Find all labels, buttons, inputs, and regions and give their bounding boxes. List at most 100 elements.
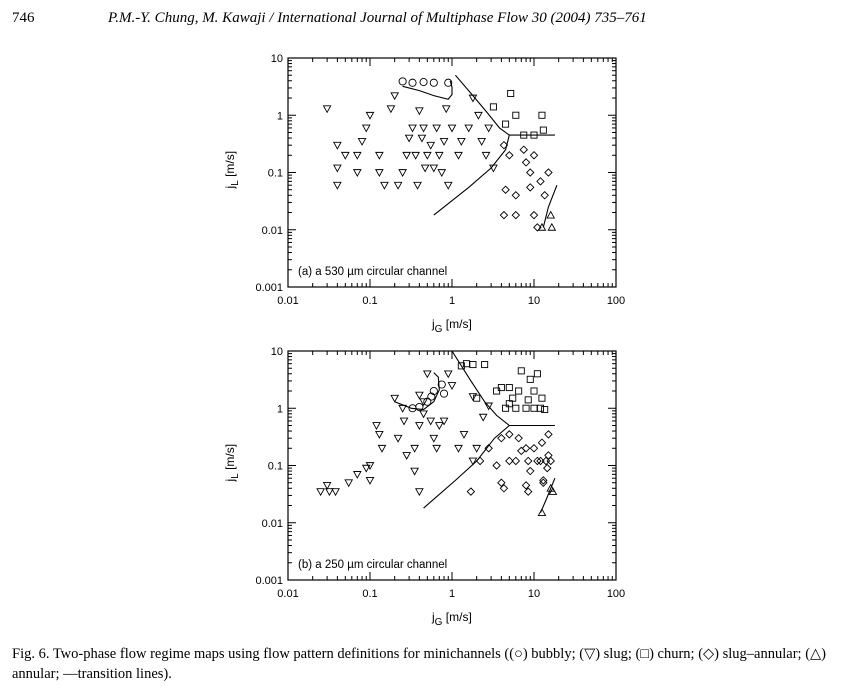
x-tick-label: 0.1 [362, 295, 377, 307]
slug-point [361, 464, 371, 473]
y-tick-label: 0.1 [268, 461, 283, 473]
slug-annular-point [537, 438, 547, 447]
slug-point [413, 181, 422, 190]
y-tick-label: 10 [271, 53, 283, 65]
slug-point [344, 479, 354, 488]
slug-point [484, 124, 494, 133]
churn-point [507, 89, 515, 97]
slug-point [459, 431, 469, 439]
slug-point [419, 410, 428, 419]
slug-point [447, 382, 457, 390]
slug-annular-point [523, 456, 533, 466]
slug-annular-point [519, 145, 528, 154]
slug-annular-point [526, 168, 535, 177]
slug-point [484, 402, 494, 411]
transition-line [451, 350, 510, 426]
churn-point [530, 404, 538, 412]
slug-annular-point [497, 433, 506, 443]
bubbly-point [429, 386, 438, 396]
churn-point [497, 384, 505, 392]
slug-point [420, 164, 430, 173]
churn-point [536, 404, 545, 412]
y-tick-label: 0.01 [262, 225, 283, 237]
slug-point [422, 370, 432, 379]
slug-point [399, 417, 409, 426]
churn-point [522, 404, 530, 412]
annular-point [547, 222, 557, 231]
slug-annular-point [539, 478, 548, 487]
slug-point [426, 141, 436, 150]
bubbly-point [427, 392, 436, 401]
slug-point [322, 482, 332, 490]
slug-point [439, 138, 449, 146]
slug-annular-point [544, 168, 553, 177]
slug-annular-point [544, 451, 553, 460]
slug-point [417, 134, 427, 143]
bubbly-point [437, 380, 446, 389]
slug-point [352, 169, 362, 178]
transition-line [539, 477, 556, 513]
slug-point [402, 151, 412, 160]
annular-point [546, 210, 556, 219]
y-tick-label: 0.001 [255, 282, 283, 294]
transition-line [454, 74, 510, 136]
slug-point [419, 398, 428, 407]
churn-point [489, 103, 497, 111]
x-tick-label: 0.1 [362, 588, 377, 600]
slug-point [386, 105, 396, 114]
slug-point [443, 181, 453, 190]
slug-annular-point [499, 210, 509, 220]
bubbly-point [408, 78, 417, 87]
transition-line [402, 80, 453, 100]
slug-point [361, 124, 371, 133]
slug-point [415, 107, 424, 116]
slug-point [468, 94, 478, 103]
slug-point [410, 467, 419, 476]
bubbly-point [419, 78, 428, 87]
slug-annular-point [505, 151, 514, 160]
slug-point [419, 124, 428, 133]
transition-line [394, 372, 440, 411]
x-tick-label: 1 [449, 588, 455, 600]
churn-point [520, 131, 528, 139]
slug-point [374, 151, 384, 160]
slug-annular-point [484, 444, 493, 453]
transition-line [542, 185, 558, 228]
slug-point [454, 151, 463, 160]
slug-point [340, 151, 350, 160]
slug-annular-point [529, 210, 539, 220]
churn-point [539, 126, 547, 134]
slug-annular-point [511, 191, 521, 200]
bubbly-point [429, 78, 438, 87]
slug-annular-point [505, 456, 514, 466]
y-axis-label: jL [m/s] [223, 151, 241, 190]
y-tick-label: 0.1 [268, 168, 283, 180]
slug-point [468, 393, 478, 402]
slug-annular-point [533, 456, 542, 466]
y-tick-label: 10 [271, 346, 283, 358]
slug-point [478, 413, 488, 422]
slug-annular-point [521, 444, 531, 453]
slug-point [372, 422, 381, 431]
y-tick-label: 1 [277, 403, 283, 415]
x-tick-label: 0.01 [277, 295, 298, 307]
slug-annular-point [475, 456, 485, 466]
slug-annular-point [501, 185, 510, 194]
slug-annular-point [542, 463, 552, 473]
slug-point [464, 124, 474, 133]
annular-point [537, 222, 547, 231]
slug-annular-point [521, 481, 531, 490]
slug-annular-point [517, 446, 526, 456]
churn-point [512, 111, 520, 119]
slug-point [325, 488, 334, 497]
x-axis-label: jG [m/s] [431, 610, 472, 628]
churn-point [512, 404, 520, 412]
slug-annular-point [511, 210, 521, 220]
x-tick-label: 10 [528, 588, 540, 600]
slug-point [456, 138, 466, 146]
slug-annular-point [544, 430, 553, 439]
plot-frame [287, 350, 617, 581]
slug-point [422, 151, 432, 160]
